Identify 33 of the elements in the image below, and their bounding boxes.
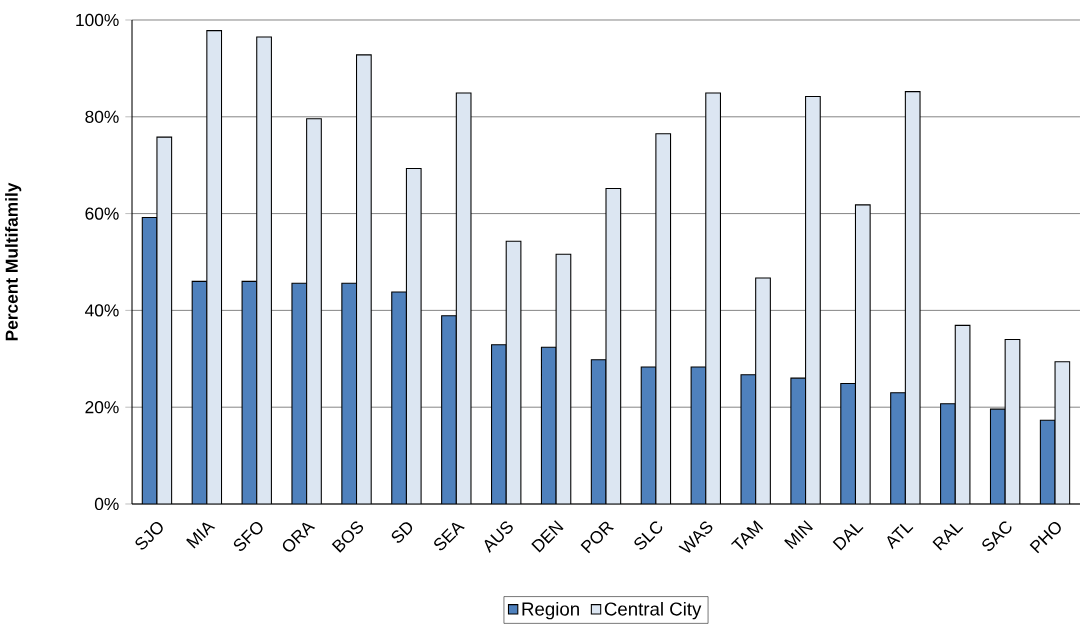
x-tick-label: SD bbox=[391, 522, 413, 543]
y-tick-label: 60% bbox=[85, 207, 119, 220]
x-tick-label: ORA bbox=[282, 522, 316, 552]
y-tick-label: 80% bbox=[85, 110, 119, 123]
x-tick-label: SLC bbox=[634, 521, 663, 550]
x-tick-label: DAL bbox=[832, 523, 864, 551]
y-axis-title: Percent Multifamily bbox=[5, 182, 22, 341]
bar bbox=[441, 315, 457, 504]
bar bbox=[306, 118, 322, 504]
x-tick-label: RAL bbox=[932, 523, 964, 551]
x-tick-label: ATL bbox=[887, 523, 914, 550]
bar bbox=[705, 93, 721, 504]
x-tick-label: MIN bbox=[784, 520, 813, 550]
y-tick-label: 20% bbox=[85, 401, 119, 414]
y-tick-label: 0% bbox=[94, 497, 119, 511]
bar bbox=[890, 392, 906, 504]
legend-label: Region bbox=[522, 601, 579, 620]
legend-label: Central City bbox=[604, 601, 702, 620]
x-tick-label: SJO bbox=[135, 522, 163, 550]
y-tick-label: 100% bbox=[76, 13, 119, 27]
bar bbox=[391, 292, 407, 504]
bar bbox=[940, 403, 956, 504]
bar bbox=[840, 383, 856, 504]
x-tick-label: SEA bbox=[434, 522, 465, 551]
bar bbox=[755, 277, 771, 504]
bar bbox=[491, 344, 507, 504]
x-tick-label: SFO bbox=[233, 522, 263, 551]
x-tick-label: MIA bbox=[186, 522, 216, 549]
y-tick-label: 40% bbox=[85, 304, 119, 317]
bar bbox=[256, 36, 272, 504]
bar bbox=[805, 96, 821, 504]
bar bbox=[356, 54, 372, 504]
bar bbox=[206, 30, 222, 504]
